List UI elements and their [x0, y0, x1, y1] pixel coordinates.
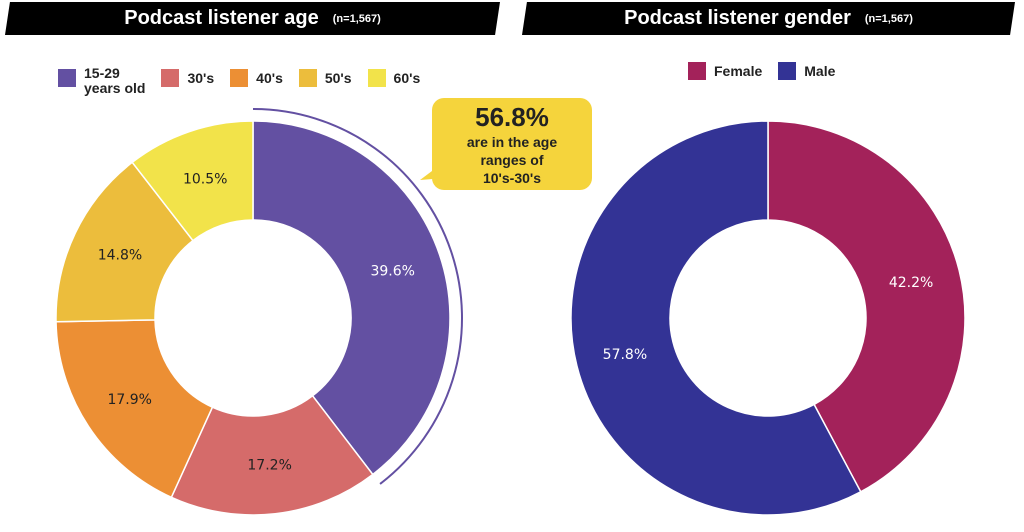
legend-swatch: [58, 69, 76, 87]
gender-legend: Female Male: [688, 62, 851, 80]
gender-title-banner: Podcast listener gender (n=1,567): [522, 2, 1015, 35]
slice-male: [570, 120, 862, 516]
legend-swatch: [778, 62, 797, 80]
annotation-line-3: 10's-30's: [482, 170, 542, 186]
legend-label: 50's: [324, 70, 352, 86]
gender-title: Podcast listener gender: [624, 7, 851, 29]
slice-30-s: [170, 394, 374, 516]
slice-female: [767, 120, 966, 493]
annotation-callout: 56.8% are in the age ranges of 10's-30's: [432, 98, 592, 190]
age-legend: 15-29 years old 30's 40's 50's 60's: [58, 60, 436, 96]
legend-item: 50's: [298, 69, 352, 87]
legend-item: Male: [778, 62, 835, 80]
legend-label: Female: [714, 63, 763, 79]
slice-label: 17.2%: [247, 458, 291, 474]
legend-swatch: [230, 69, 249, 87]
slice-label: 10.5%: [183, 171, 227, 187]
age-title: Podcast listener age: [124, 7, 319, 29]
legend-item: Female: [688, 62, 762, 80]
legend-item: 40's: [230, 69, 283, 87]
slice-60-s: [131, 120, 254, 242]
age-subtitle: (n=1,567): [332, 12, 381, 25]
slice-label: 42.2%: [889, 275, 933, 291]
slice-40-s: [55, 319, 214, 499]
slice-label: 39.6%: [370, 264, 414, 280]
legend-label: 30's: [187, 70, 215, 86]
legend-swatch: [298, 69, 317, 87]
legend-label: Male: [804, 63, 836, 79]
legend-swatch: [161, 69, 180, 87]
gender-subtitle: (n=1,567): [864, 12, 913, 25]
slice-15-29-years-old: [252, 120, 451, 476]
legend-item: 60's: [367, 69, 421, 87]
annotation-line-2: ranges of: [480, 152, 544, 168]
legend-swatch: [688, 62, 706, 80]
slice-label: 17.9%: [107, 392, 151, 408]
slice-label: 57.8%: [603, 347, 647, 363]
highlight-arc: [252, 108, 463, 485]
slice-label: 14.8%: [98, 247, 142, 263]
annotation-value: 56.8%: [475, 102, 549, 132]
legend-item: 30's: [161, 69, 214, 87]
legend-label: 60's: [393, 70, 421, 86]
legend-label: 40's: [256, 70, 283, 86]
legend-label: 15-29 years old: [84, 65, 146, 96]
legend-swatch: [367, 69, 386, 87]
age-title-banner: Podcast listener age (n=1,567): [5, 2, 500, 35]
legend-item: 15-29 years old: [58, 60, 145, 96]
annotation-line-1: are in the age: [466, 134, 558, 150]
